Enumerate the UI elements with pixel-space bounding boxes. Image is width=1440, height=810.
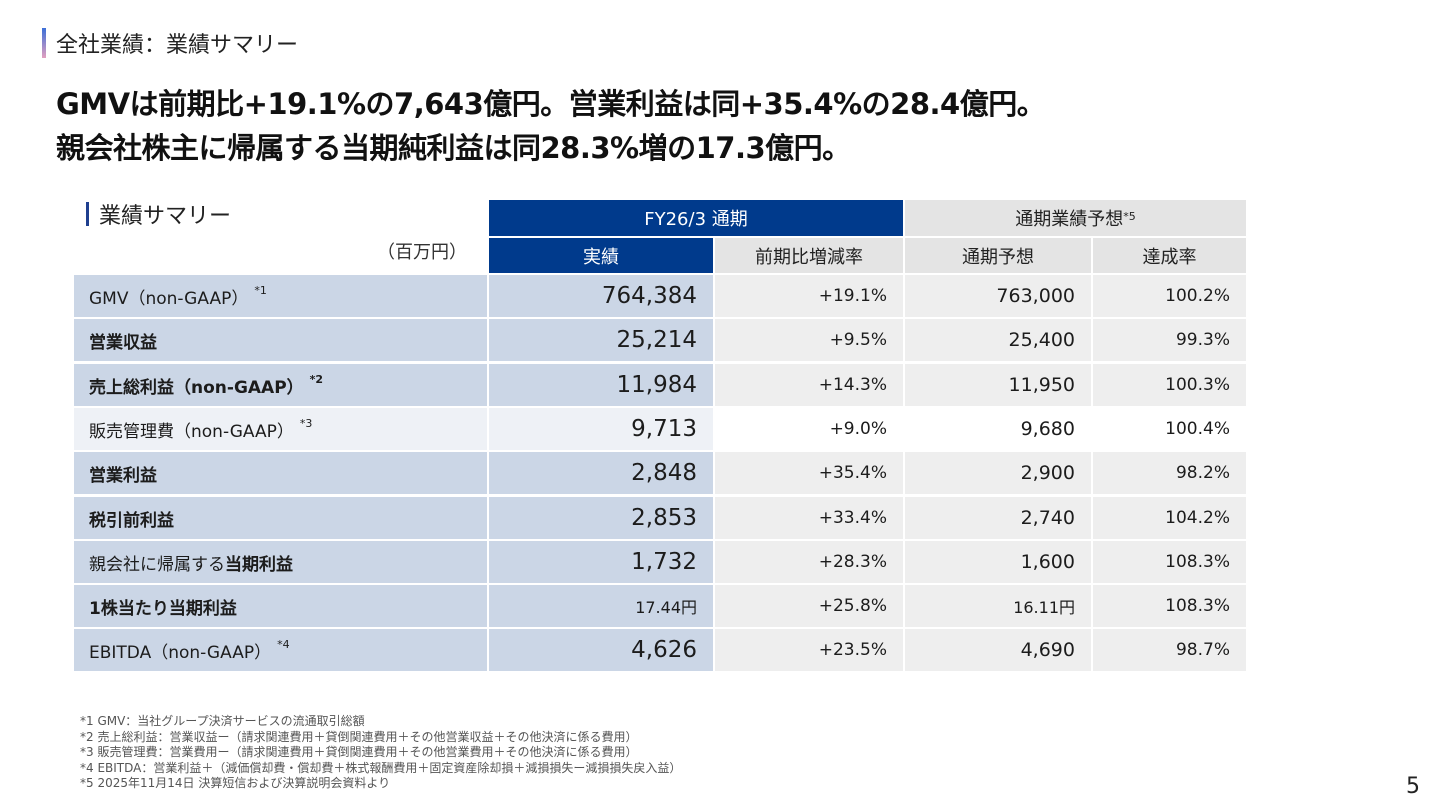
row-label-text: 1株当たり当期利益 — [89, 598, 237, 619]
row-note: *1 — [254, 283, 267, 297]
achievement-value: 98.2% — [1093, 452, 1246, 494]
unit-label: （百万円） — [377, 242, 467, 263]
row-label-text: 税引前利益 — [89, 510, 174, 531]
yoy-value: +33.4% — [715, 497, 903, 539]
actual-value: 11,984 — [489, 364, 713, 406]
achievement-value: 100.3% — [1093, 364, 1246, 406]
row-label: 販売管理費（non-GAAP） *3 — [74, 408, 487, 450]
row-label-text: 営業利益 — [89, 465, 157, 486]
forecast-value: 4,690 — [905, 629, 1091, 671]
forecast-group-header: 通期業績予想 *5 — [905, 200, 1246, 236]
actual-value: 2,853 — [489, 497, 713, 539]
table-row: 税引前利益 2,853 +33.4% 2,740 104.2% — [74, 497, 1246, 539]
achievement-value: 99.3% — [1093, 319, 1246, 361]
footnote-4: *4 EBITDA：営業利益＋（減価償却費・償却費＋株式報酬費用＋固定資産除却損… — [80, 760, 682, 775]
row-label: 1株当たり当期利益 — [74, 585, 487, 627]
achievement-header-text: 達成率 — [1142, 246, 1197, 268]
row-label: 営業利益 — [74, 452, 487, 494]
table-row: 営業収益 25,214 +9.5% 25,400 99.3% — [74, 319, 1246, 361]
row-label: EBITDA（non-GAAP） *4 — [74, 629, 487, 671]
forecast-header-text: 通期予想 — [962, 246, 1034, 268]
achievement-value: 104.2% — [1093, 497, 1246, 539]
yoy-value: +14.3% — [715, 364, 903, 406]
actual-value: 9,713 — [489, 408, 713, 450]
actual-value: 1,732 — [489, 541, 713, 583]
row-label-text: EBITDA（non-GAAP） — [89, 642, 272, 663]
footnote-2: *2 売上総利益：営業収益ー（請求関連費用＋貸倒関連費用＋その他営業収益＋その他… — [80, 729, 638, 744]
footnote-3: *3 販売管理費：営業費用ー（請求関連費用＋貸倒関連費用＋その他営業費用＋その他… — [80, 745, 638, 759]
period-header: FY26/3 通期 — [489, 200, 903, 236]
footnote-5: *5 2025年11月14日 決算短信および決算説明会資料より — [80, 776, 391, 790]
forecast-note: *5 — [1123, 209, 1136, 223]
row-label: 税引前利益 — [74, 497, 487, 539]
forecast-value: 763,000 — [905, 275, 1091, 317]
row-label-text: GMV（non-GAAP） — [89, 288, 249, 309]
period-header-text: FY26/3 通期 — [644, 209, 748, 230]
yoy-value: +19.1% — [715, 275, 903, 317]
actual-value: 25,214 — [489, 319, 713, 361]
yoy-header: 前期比増減率 — [715, 238, 903, 273]
table-row: 営業利益 2,848 +35.4% 2,900 98.2% — [74, 452, 1246, 494]
row-label: 営業収益 — [74, 319, 487, 361]
forecast-value: 2,900 — [905, 452, 1091, 494]
accent-bar — [42, 28, 46, 58]
footnote-1: *1 GMV：当社グループ決済サービスの流通取引総額 — [80, 714, 365, 728]
actual-value: 2,848 — [489, 452, 713, 494]
forecast-value: 9,680 — [905, 408, 1091, 450]
section-label: 全社業績：業績サマリー — [42, 28, 298, 58]
headline: GMVは前期比+19.1%の7,643億円。営業利益は同+35.4%の28.4億… — [56, 82, 1396, 170]
forecast-value: 25,400 — [905, 319, 1091, 361]
achievement-header: 達成率 — [1093, 238, 1246, 273]
yoy-header-text: 前期比増減率 — [755, 246, 863, 268]
table-row: 販売管理費（non-GAAP） *3 9,713 +9.0% 9,680 100.4% — [74, 408, 1246, 450]
row-note: *3 — [299, 416, 313, 430]
row-label: 売上総利益（non-GAAP） *2 — [74, 364, 487, 406]
row-label-plain: 親会社に帰属する — [89, 554, 225, 575]
actual-value: 4,626 — [489, 629, 713, 671]
table-title-text: 業績サマリー — [99, 204, 232, 229]
row-label: 親会社に帰属する 当期利益 — [74, 541, 487, 583]
yoy-value: +9.0% — [715, 408, 903, 450]
forecast-value: 11,950 — [905, 364, 1091, 406]
yoy-value: +23.5% — [715, 629, 903, 671]
section-label-text: 全社業績：業績サマリー — [56, 33, 299, 58]
headline-line-1: GMVは前期比+19.1%の7,643億円。営業利益は同+35.4%の28.4億… — [56, 87, 1046, 121]
row-note: *2 — [309, 372, 324, 386]
actual-header-text: 実績 — [583, 246, 619, 268]
table-row: GMV（non-GAAP） *1 764,384 +19.1% 763,000 100.2… — [74, 275, 1246, 317]
table-row: 売上総利益（non-GAAP） *2 11,984 +14.3% 11,950 100.3… — [74, 364, 1246, 406]
table-row: 親会社に帰属する 当期利益 1,732 +28.3% 1,600 108.3% — [74, 541, 1246, 583]
yoy-value: +28.3% — [715, 541, 903, 583]
actual-value: 764,384 — [489, 275, 713, 317]
row-label-text: 営業収益 — [89, 332, 157, 353]
achievement-value: 108.3% — [1093, 585, 1246, 627]
row-note: *4 — [277, 637, 290, 651]
row-label-text: 売上総利益（non-GAAP） — [89, 377, 304, 398]
row-label: GMV（non-GAAP） *1 — [74, 275, 487, 317]
table-title: 業績サマリー — [86, 200, 232, 229]
footnotes: *1 GMV：当社グループ決済サービスの流通取引総額 *2 売上総利益：営業収益… — [80, 714, 681, 792]
table-title-bar — [86, 202, 89, 226]
achievement-value: 100.4% — [1093, 408, 1246, 450]
table-row: EBITDA（non-GAAP） *4 4,626 +23.5% 4,690 98.7% — [74, 629, 1246, 671]
headline-line-2: 親会社株主に帰属する当期純利益は同28.3%増の17.3億円。 — [56, 131, 851, 165]
forecast-value: 16.11円 — [905, 585, 1091, 627]
page-number: 5 — [1406, 774, 1420, 799]
forecast-value: 2,740 — [905, 497, 1091, 539]
yoy-value: +25.8% — [715, 585, 903, 627]
yoy-value: +9.5% — [715, 319, 903, 361]
forecast-value: 1,600 — [905, 541, 1091, 583]
table-row: 1株当たり当期利益 17.44円 +25.8% 16.11円 108.3% — [74, 585, 1246, 627]
achievement-value: 108.3% — [1093, 541, 1246, 583]
row-label-text: 販売管理費（non-GAAP） — [89, 421, 294, 442]
forecast-header: 通期予想 — [905, 238, 1091, 273]
achievement-value: 98.7% — [1093, 629, 1246, 671]
actual-value: 17.44円 — [489, 585, 713, 627]
achievement-value: 100.2% — [1093, 275, 1246, 317]
yoy-value: +35.4% — [715, 452, 903, 494]
row-label-bold: 当期利益 — [225, 554, 293, 575]
forecast-group-header-text: 通期業績予想 — [1015, 209, 1124, 230]
actual-header: 実績 — [489, 238, 713, 273]
